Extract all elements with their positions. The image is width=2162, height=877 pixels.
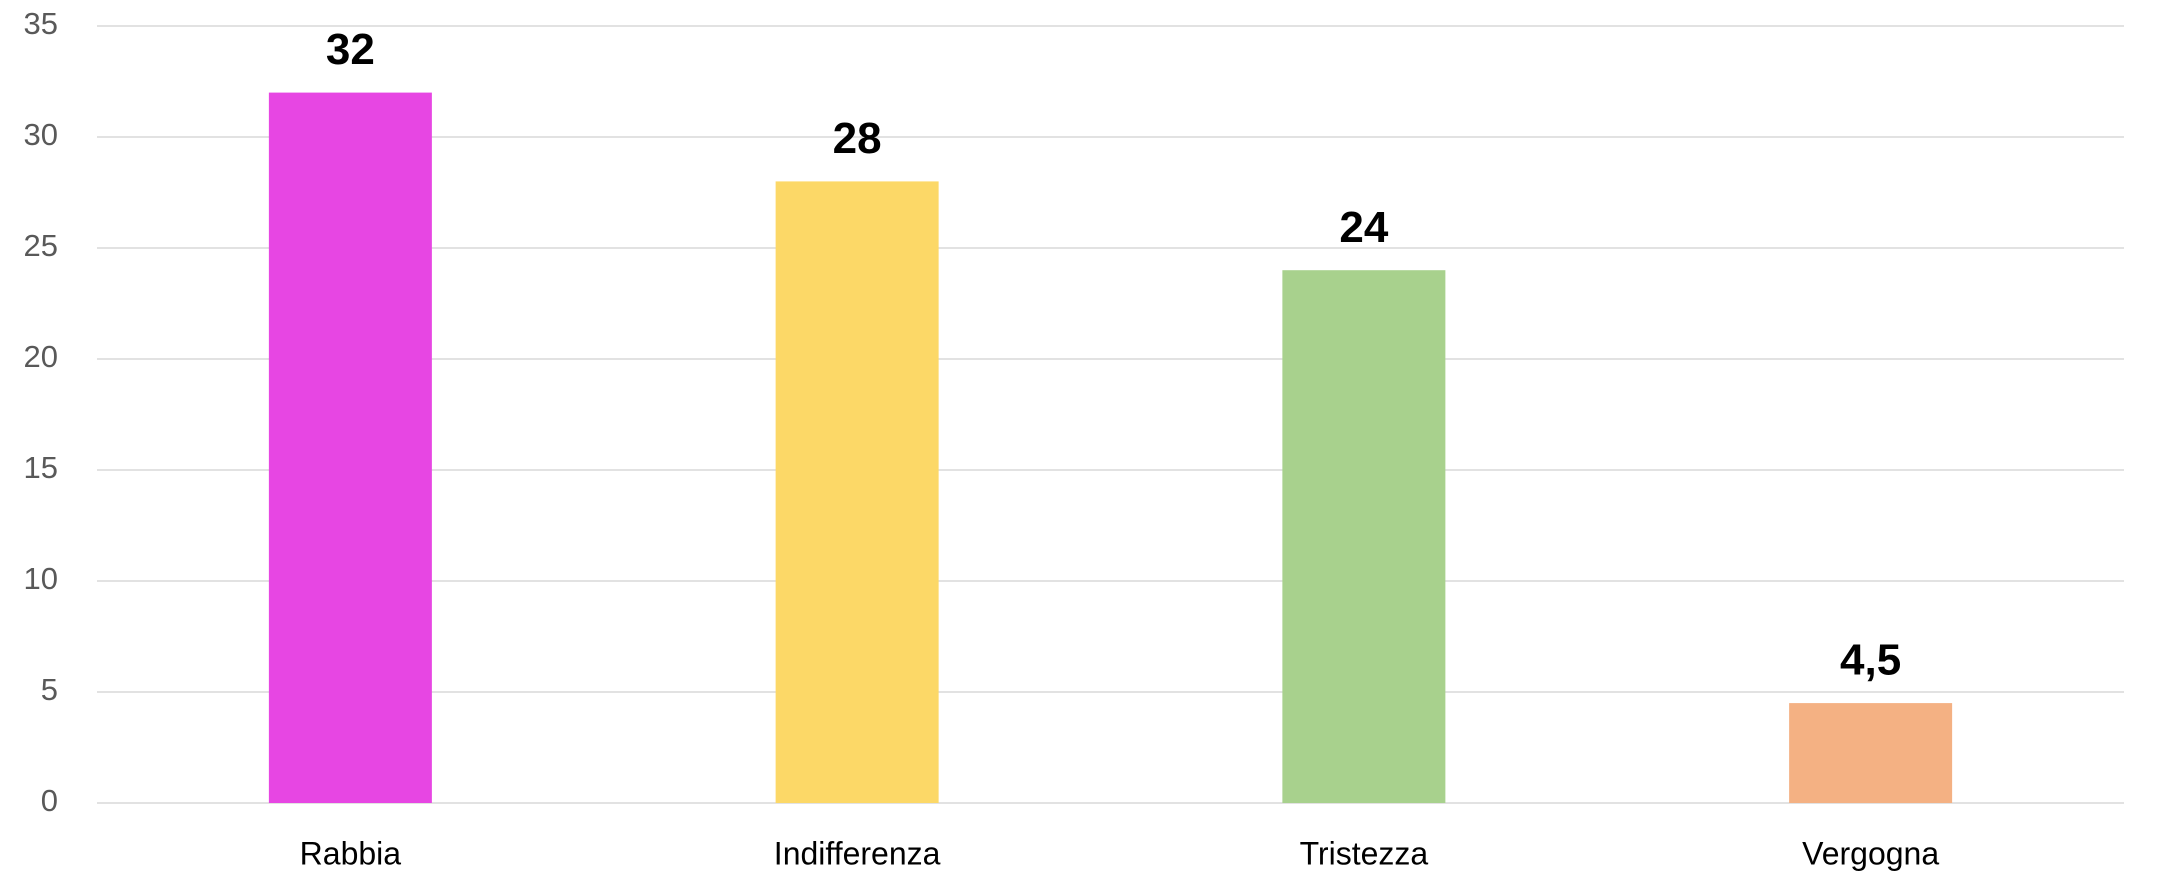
y-tick-label: 0 [41,783,58,818]
x-tick-label: Indifferenza [774,835,941,871]
bar [1789,703,1953,803]
bar [268,92,432,804]
value-label: 4,5 [1840,636,1901,685]
y-tick-label: 15 [24,450,58,485]
y-tick-label: 20 [24,339,58,374]
value-label: 28 [833,114,882,163]
value-label: 24 [1339,203,1388,252]
x-tick-label: Rabbia [300,835,402,871]
x-tick-label: Vergogna [1802,835,1939,871]
x-tick-label: Tristezza [1300,835,1429,871]
y-tick-label: 25 [24,228,58,263]
value-label: 32 [326,25,375,74]
y-tick-label: 30 [24,117,58,152]
y-tick-label: 35 [24,6,58,41]
y-tick-label: 10 [24,561,58,596]
bar [1282,270,1446,803]
bar [775,181,939,803]
y-tick-label: 5 [41,672,58,707]
